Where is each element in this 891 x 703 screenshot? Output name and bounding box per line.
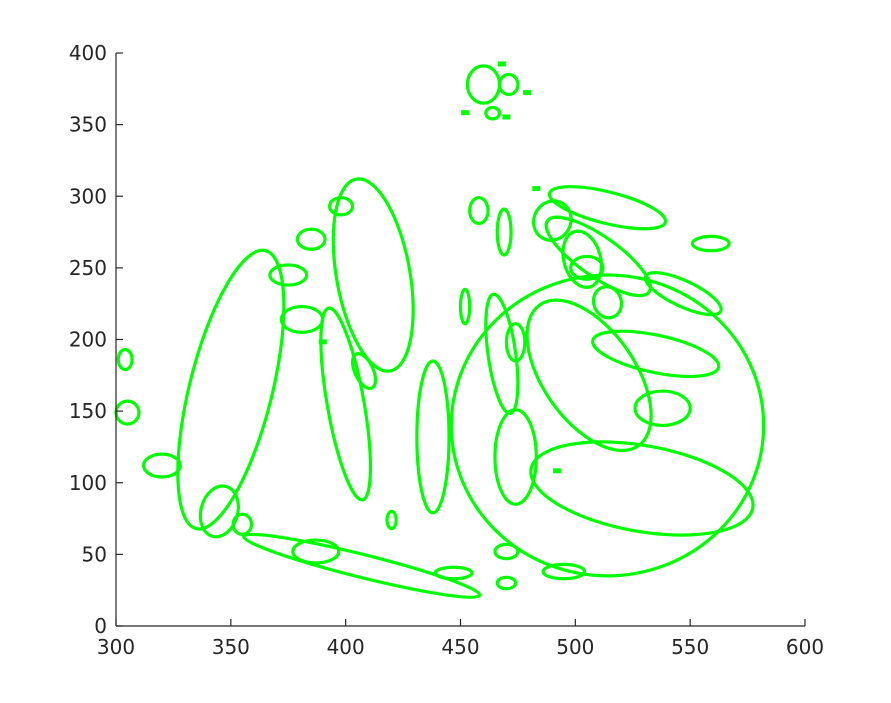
- x-axis-ticks: 300 350 400 450 500 550 600: [97, 619, 824, 659]
- ellipse-mark: [176, 248, 286, 531]
- ellipse-mark: [449, 273, 766, 578]
- ellipse-mark: [415, 359, 451, 515]
- ellipse-mark: [591, 285, 624, 320]
- axes: [115, 53, 805, 627]
- ellipse-mark: [468, 196, 490, 226]
- ellipse-mark: [331, 177, 415, 373]
- y-tick-label: 350: [69, 113, 107, 137]
- ellipse-mark: [493, 542, 520, 561]
- speck-mark: [502, 114, 511, 120]
- ellipse-mark: [497, 72, 520, 97]
- ellipse-mark: [433, 565, 474, 581]
- y-tick-label: 150: [69, 399, 107, 423]
- y-tick-label: 100: [69, 471, 107, 495]
- y-tick-label: 200: [69, 328, 107, 352]
- x-tick-label: 600: [786, 635, 824, 659]
- speck-mark: [461, 110, 470, 116]
- ellipse-mark: [295, 227, 327, 251]
- speck-mark: [318, 339, 327, 345]
- x-tick-label: 300: [97, 635, 135, 659]
- ellipse-mark: [633, 389, 692, 428]
- ellipse-mark: [385, 509, 398, 531]
- x-tick-label: 350: [212, 635, 250, 659]
- ellipse-mark: [591, 329, 721, 379]
- x-tick-label: 450: [441, 635, 479, 659]
- ellipse-mark: [690, 234, 731, 253]
- ellipse-mark: [531, 199, 573, 242]
- ellipse-mark: [141, 452, 182, 479]
- x-tick-label: 550: [671, 635, 709, 659]
- ellipse-mark: [268, 263, 309, 287]
- ellipse-mark: [319, 306, 373, 502]
- ellipse-mark: [484, 105, 502, 121]
- y-tick-label: 400: [69, 41, 107, 65]
- ellipse-mark: [541, 562, 587, 581]
- ellipse-mark: [114, 399, 141, 426]
- y-tick-label: 0: [94, 614, 107, 638]
- speck-mark: [552, 468, 561, 474]
- ellipse-mark: [458, 287, 472, 326]
- ellipse-mark: [465, 64, 502, 105]
- ellipse-mark: [231, 512, 254, 536]
- x-tick-label: 400: [327, 635, 365, 659]
- speck-mark: [532, 186, 541, 192]
- ellipse-mark: [495, 207, 513, 257]
- ellipse-mark: [504, 322, 527, 363]
- ellipse-mark: [495, 575, 518, 591]
- ellipse-mark: [116, 347, 134, 372]
- x-tick-label: 500: [556, 635, 594, 659]
- ellipse-marks: [114, 61, 766, 599]
- ellipse-mark: [484, 292, 520, 416]
- y-tick-label: 300: [69, 184, 107, 208]
- speck-mark: [497, 61, 506, 67]
- y-tick-label: 250: [69, 256, 107, 280]
- ellipse-mark: [242, 532, 482, 599]
- ellipse-mark: [569, 254, 605, 281]
- ellipse-mark: [279, 304, 325, 334]
- ellipse-mark: [561, 229, 604, 289]
- ellipse-mark: [291, 538, 341, 565]
- ellipse-mark: [643, 271, 723, 317]
- ellipse-mark: [544, 215, 652, 298]
- ellipse-mark: [547, 185, 668, 231]
- ellipse-mark: [350, 352, 378, 390]
- ellipse-mark: [493, 408, 538, 506]
- ellipse-mark: [529, 440, 755, 537]
- y-tick-label: 50: [82, 542, 107, 566]
- y-axis-ticks: 0 50 100 150 200 250 300 350 400: [69, 41, 123, 638]
- ellipse-mark: [327, 196, 355, 217]
- speck-mark: [523, 90, 532, 96]
